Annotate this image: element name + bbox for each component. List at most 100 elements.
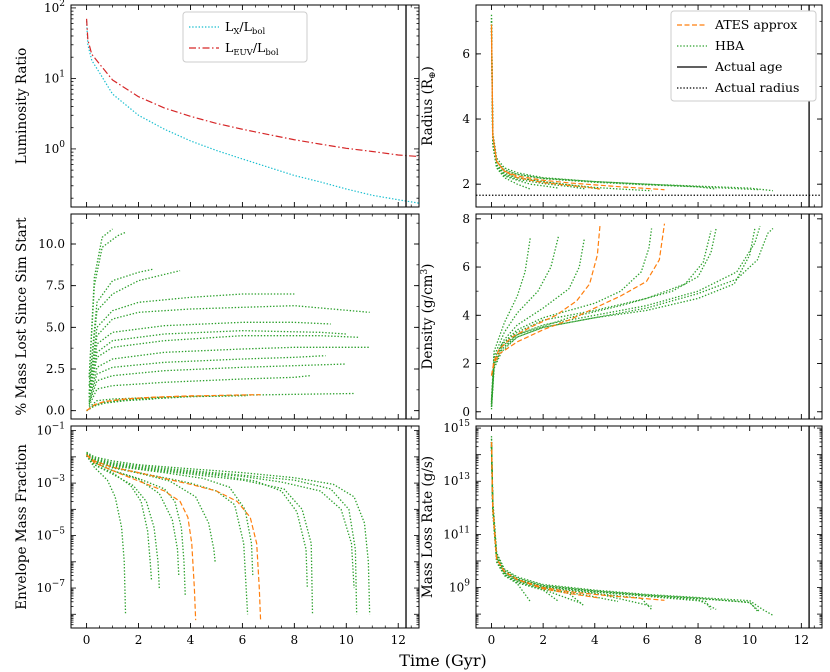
legend-label: HBA — [715, 38, 745, 53]
shared-x-axis-label: Time (Gyr) — [399, 651, 486, 670]
hba-track — [490, 225, 761, 407]
hba-track — [490, 21, 717, 190]
data-layer — [86, 214, 407, 419]
y-axis-label: % Mass Lost Since Sim Start — [14, 217, 30, 416]
hba-track — [88, 375, 310, 406]
ates-track — [490, 24, 665, 191]
y-tick-label: 101 — [44, 69, 65, 85]
hba-track — [88, 346, 370, 401]
hba-track — [86, 452, 358, 615]
y-tick-label: 2 — [462, 177, 470, 191]
hba-track — [490, 446, 619, 603]
hba-track — [490, 444, 652, 607]
panel-density: 0 2 4 6 8 Density (g/cm3) — [420, 212, 823, 420]
y-tick-label: 10−7 — [36, 579, 65, 595]
panel-mass: 0.0 2.5 5.0 7.5 10.0 % Mass Lost Since Sim St… — [14, 213, 420, 420]
y-tick-label: 109 — [449, 579, 470, 595]
hba-track — [490, 238, 531, 400]
hba-track — [490, 446, 560, 602]
y-tick-label: 100 — [44, 140, 65, 156]
x-tick-label: 0 — [83, 633, 91, 647]
hba-track — [86, 398, 155, 412]
y-tick-label: 1015 — [443, 419, 470, 435]
y-tick-label: 10−5 — [36, 527, 65, 543]
x-tick-label: 10 — [339, 633, 354, 647]
legend: ATES approx HBA Actual age Actual radius — [670, 10, 817, 102]
ates-track — [86, 394, 261, 412]
panel-lum: 100 101 102 Luminosity Ratio LX/Lbol LEUV/Lbo… — [14, 0, 420, 208]
data-layer — [490, 426, 810, 628]
hba-track — [490, 18, 761, 191]
legend-label-leuv: LEUV/Lbol — [225, 40, 279, 58]
x-tick-label: 4 — [591, 633, 599, 647]
hba-track — [88, 231, 126, 378]
y-tick-label: 6 — [462, 260, 470, 274]
hba-track — [490, 228, 756, 407]
y-tick-label: 7.5 — [46, 279, 65, 293]
hba-track — [490, 238, 586, 403]
data-layer — [490, 214, 810, 419]
hba-track — [86, 455, 160, 589]
hba-track — [490, 228, 653, 405]
hba-track — [88, 270, 181, 386]
x-tick-label: 2 — [539, 633, 547, 647]
axes-frame — [475, 425, 823, 629]
axes-frame — [475, 4, 823, 208]
hba-track — [88, 305, 370, 395]
hba-track — [490, 21, 601, 190]
hba-track — [86, 455, 127, 615]
y-tick-label: 1013 — [443, 472, 470, 488]
hba-track — [490, 24, 652, 192]
ates-track — [490, 226, 601, 376]
legend-box — [182, 11, 308, 63]
hba-track — [490, 441, 717, 611]
x-tick-label: 12 — [794, 633, 809, 647]
panel-mlr: 0 2 4 6 8 10 12 109 1011 1013 1015 Mass Loss Rate (… — [420, 419, 823, 647]
y-tick-label: 0.0 — [46, 404, 65, 418]
axes-frame — [70, 425, 420, 629]
y-tick-label: 4 — [462, 112, 470, 126]
hba-track — [490, 27, 559, 189]
hba-track — [490, 441, 758, 612]
series-line-leuv — [85, 18, 419, 158]
hba-track — [88, 363, 347, 405]
y-tick-label: 10−1 — [36, 422, 65, 438]
ates-track — [490, 27, 601, 190]
ates-track — [86, 454, 262, 621]
panel-radius: 2 4 6 Radius (R⊕) ATES approx HBA Actual age Ac… — [420, 4, 823, 208]
x-tick-label: 2 — [135, 633, 143, 647]
x-tick-label: 6 — [643, 633, 651, 647]
y-axis-label: Mass Loss Rate (g/s) — [420, 456, 436, 598]
y-tick-label: 10.0 — [38, 237, 65, 251]
hba-track — [86, 395, 248, 412]
y-axis-label: Density (g/cm3) — [420, 264, 436, 370]
axes-frame — [475, 213, 823, 420]
x-tick-label: 0 — [488, 633, 496, 647]
hba-track — [86, 453, 355, 589]
hba-track — [490, 446, 583, 605]
hba-track — [490, 227, 774, 410]
series-line-lx — [85, 21, 419, 204]
y-tick-label: 102 — [44, 0, 65, 15]
legend-label: Actual age — [714, 59, 782, 74]
axes-frame — [70, 4, 420, 208]
y-tick-label: 2.5 — [46, 362, 65, 376]
hba-track — [490, 436, 774, 616]
y-tick-label: 0 — [462, 405, 470, 419]
hba-track — [490, 228, 717, 405]
legend-label-lx: LX/Lbol — [225, 19, 265, 37]
hba-track — [490, 444, 653, 610]
hba-track — [88, 335, 360, 398]
hba-track — [490, 31, 531, 190]
y-tick-label: 10−3 — [36, 474, 65, 490]
hba-track — [86, 454, 216, 562]
data-layer — [85, 5, 419, 207]
hba-track — [88, 293, 295, 391]
x-tick-label: 8 — [694, 633, 702, 647]
legend-box — [670, 10, 817, 102]
y-tick-label: 8 — [462, 212, 470, 226]
x-tick-label: 8 — [291, 633, 299, 647]
hba-track — [88, 330, 347, 398]
